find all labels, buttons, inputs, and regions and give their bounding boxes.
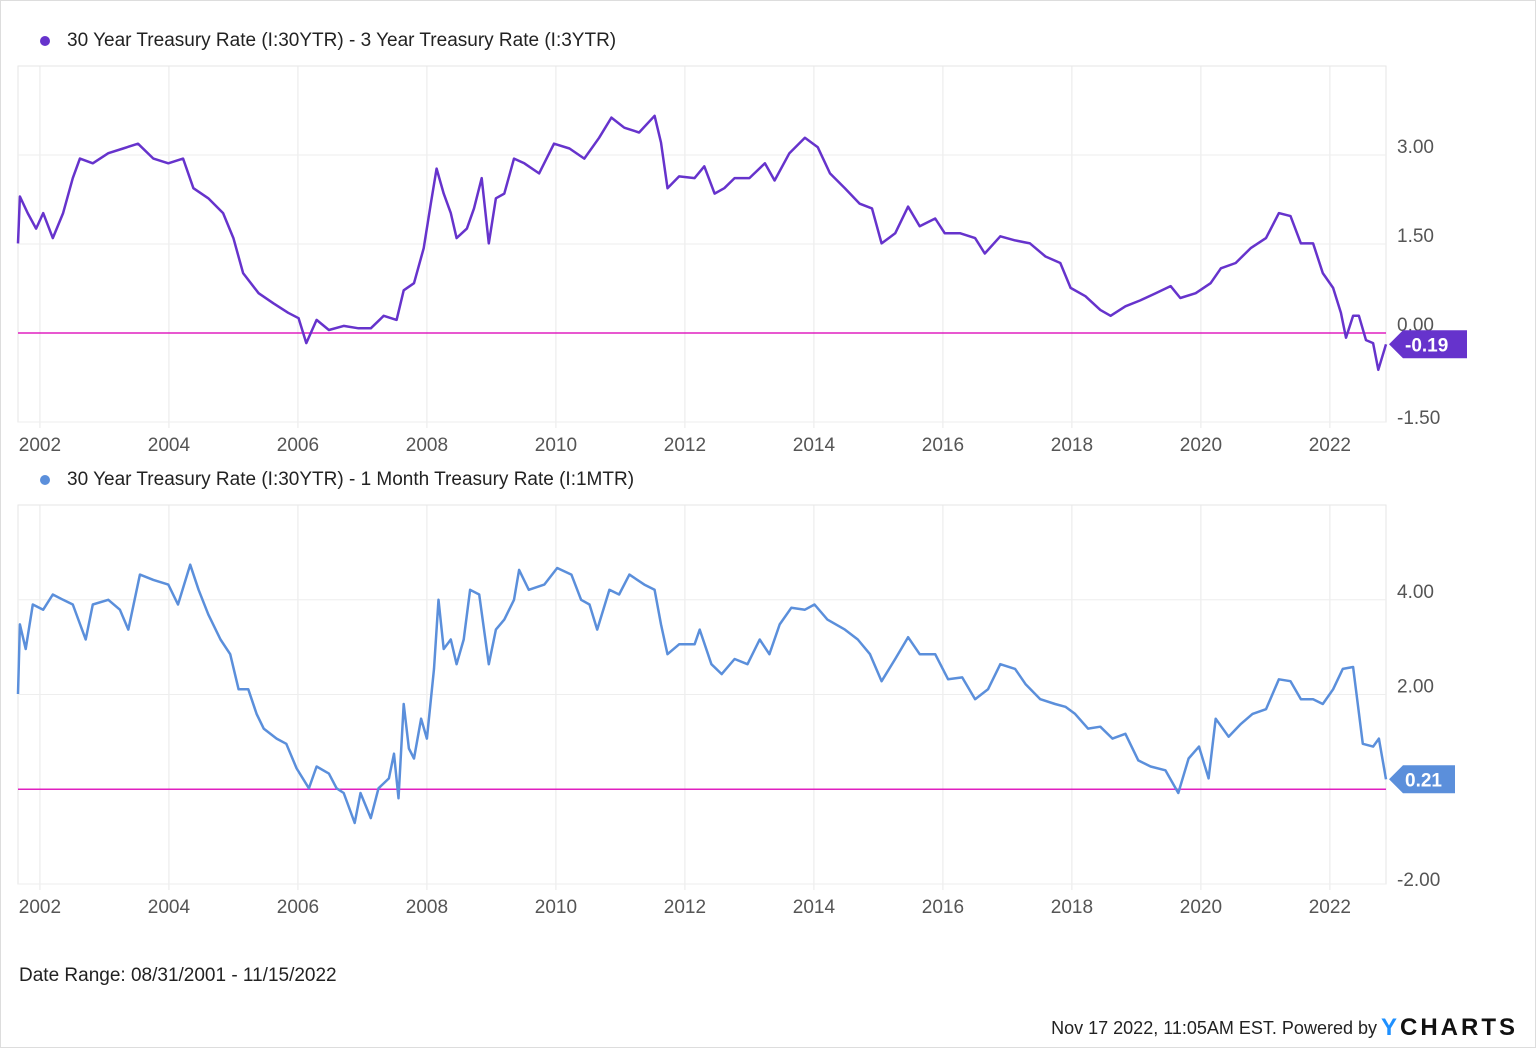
- legend-dot-icon: [40, 475, 50, 485]
- y-tick-label: -1.50: [1397, 408, 1440, 429]
- legend-chart-1[interactable]: 30 Year Treasury Rate (I:30YTR) - 3 Year…: [40, 30, 616, 52]
- x-tick-label: 2008: [406, 435, 448, 456]
- x-tick-label: 2006: [277, 897, 319, 918]
- x-tick-label: 2012: [664, 897, 706, 918]
- y-tick-label: 1.50: [1397, 226, 1434, 247]
- last-value-label: 0.21: [1405, 770, 1442, 791]
- x-tick-label: 2012: [664, 435, 706, 456]
- y-tick-label: 4.00: [1397, 582, 1434, 603]
- last-value-badge: [1389, 330, 1467, 359]
- logo-text: CHARTS: [1400, 1014, 1518, 1041]
- date-range: Date Range: 08/31/2001 - 11/15/2022: [19, 965, 337, 986]
- ycharts-logo[interactable]: YCHARTS: [1381, 1014, 1518, 1042]
- x-tick-label: 2010: [535, 435, 577, 456]
- x-tick-label: 2020: [1180, 897, 1222, 918]
- y-tick-label: 2.00: [1397, 677, 1434, 698]
- legend-dot-icon: [40, 36, 50, 46]
- y-tick-label: 3.00: [1397, 137, 1434, 158]
- x-tick-label: 2014: [793, 897, 836, 918]
- x-tick-label: 2014: [793, 435, 836, 456]
- x-tick-label: 2018: [1051, 897, 1093, 918]
- x-tick-label: 2016: [922, 897, 964, 918]
- series-line: [16, 114, 1388, 372]
- y-tick-label: -2.00: [1397, 870, 1440, 891]
- chart-1: 2002 2004 2006 2008 2010 2012 2014 2016 2018 2020…: [16, 65, 1467, 456]
- logo-y: Y: [1380, 1014, 1400, 1041]
- x-tick-label: 2002: [19, 435, 61, 456]
- last-value-badge: [1389, 765, 1455, 794]
- legend-label: 30 Year Treasury Rate (I:30YTR) - 1 Mont…: [67, 469, 635, 490]
- x-tick-label: 2022: [1309, 897, 1351, 918]
- legend-label: 30 Year Treasury Rate (I:30YTR) - 3 Year…: [67, 30, 617, 51]
- x-tick-label: 2020: [1180, 435, 1222, 456]
- x-tick-label: 2018: [1051, 435, 1093, 456]
- x-tick-label: 2002: [19, 897, 61, 918]
- x-tick-label: 2022: [1309, 435, 1351, 456]
- timestamp: Nov 17 2022, 11:05AM EST. Powered by: [1051, 1017, 1377, 1038]
- x-tick-label: 2004: [148, 435, 191, 456]
- legend-chart-2[interactable]: 30 Year Treasury Rate (I:30YTR) - 1 Mont…: [40, 469, 634, 491]
- series-line: [16, 563, 1388, 825]
- attribution: Nov 17 2022, 11:05AM EST. Powered by YCH…: [1051, 1014, 1518, 1042]
- x-tick-label: 2006: [277, 435, 319, 456]
- x-tick-label: 2004: [148, 897, 191, 918]
- x-tick-label: 2010: [535, 897, 577, 918]
- x-tick-label: 2008: [406, 897, 448, 918]
- last-value-label: -0.19: [1405, 335, 1448, 356]
- chart-2: 2002 2004 2006 2008 2010 2012 2014 2016 2018 2020…: [16, 504, 1455, 918]
- x-tick-label: 2016: [922, 435, 964, 456]
